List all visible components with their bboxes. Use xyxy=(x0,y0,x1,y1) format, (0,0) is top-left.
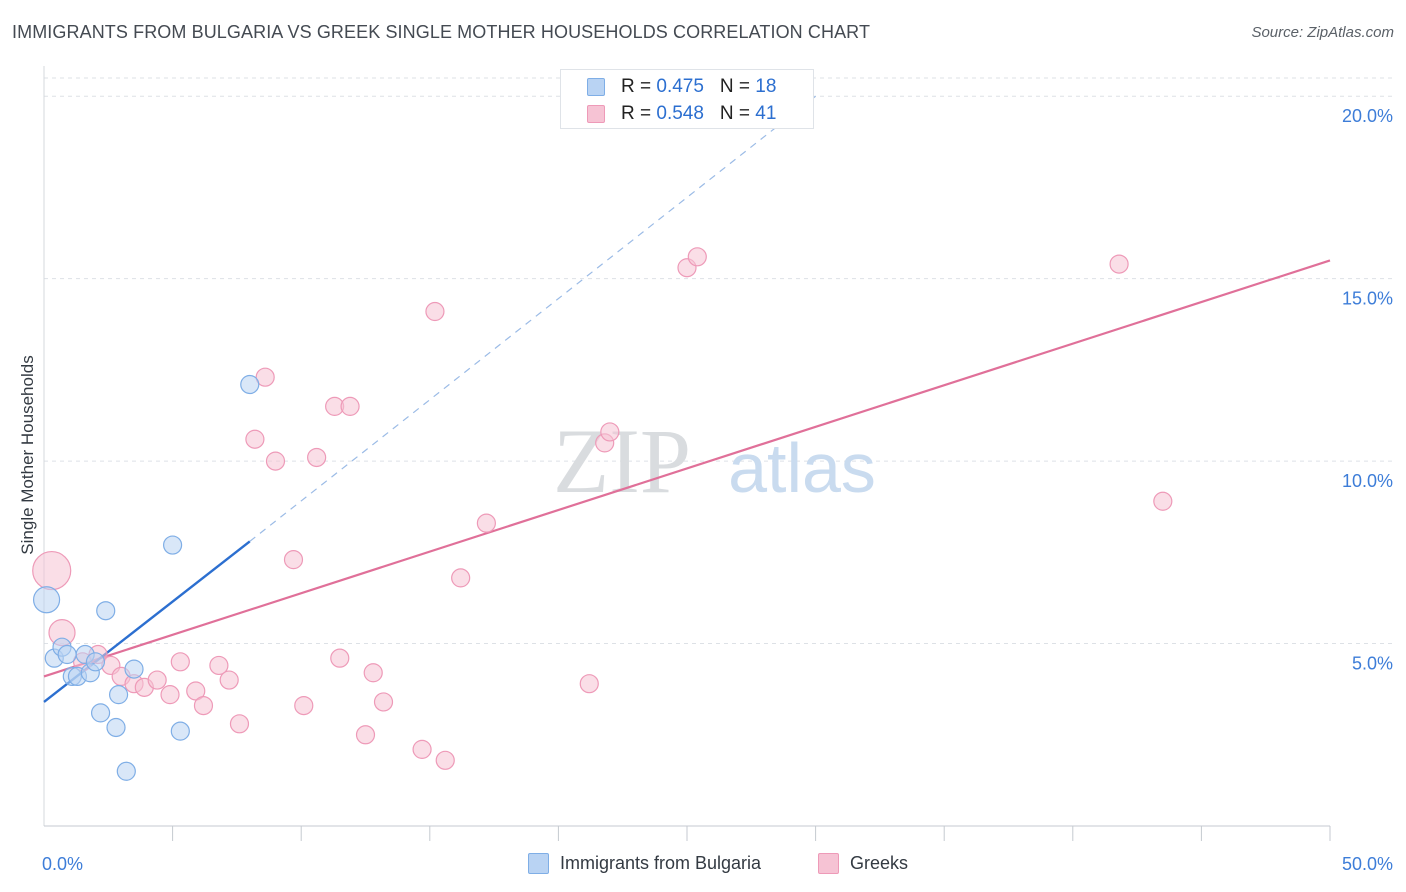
data-point-greeks xyxy=(255,367,275,387)
data-point-bulgaria xyxy=(57,644,77,665)
legend-r-value: 0.548 xyxy=(656,103,704,124)
data-point-greeks xyxy=(283,550,304,570)
data-point-greeks xyxy=(1109,254,1129,274)
data-point-greeks xyxy=(219,670,239,690)
data-point-bulgaria xyxy=(90,703,111,723)
data-point-greeks xyxy=(209,655,229,676)
correlation-legend: R = 0.475 N = 18 R = 0.548 N = 41 xyxy=(560,69,814,129)
data-point-greeks xyxy=(294,695,314,716)
trend-line-greeks xyxy=(43,259,1331,678)
data-point-greeks xyxy=(373,692,394,712)
legend-r-label: R = xyxy=(621,103,657,124)
data-point-greeks xyxy=(330,648,350,668)
watermark-zip: ZIP xyxy=(553,410,691,512)
legend-n-label: N = xyxy=(719,76,756,97)
data-point-bulgaria xyxy=(106,717,126,738)
data-point-greeks xyxy=(412,739,432,759)
data-point-greeks xyxy=(435,750,455,770)
y-tick-label: 20.0% xyxy=(1342,106,1393,126)
legend-swatch-pink xyxy=(587,105,605,123)
data-point-bulgaria xyxy=(32,586,61,614)
legend-r-label: R = xyxy=(621,76,657,97)
data-point-greeks xyxy=(32,550,72,591)
series-swatch-pink xyxy=(818,853,839,874)
series-label-greeks: Greeks xyxy=(850,853,909,873)
y-tick-label: 10.0% xyxy=(1342,471,1393,491)
data-point-greeks xyxy=(1153,491,1173,511)
x-tick-label: 0.0% xyxy=(42,854,83,874)
data-point-greeks xyxy=(425,301,445,322)
series-legend: Immigrants from Bulgaria Greeks xyxy=(0,852,1406,878)
data-point-greeks xyxy=(451,568,471,588)
data-point-greeks xyxy=(476,513,496,533)
data-point-bulgaria xyxy=(240,374,260,395)
legend-swatch-blue xyxy=(587,78,605,96)
data-point-greeks xyxy=(340,396,360,416)
legend-r-value: 0.475 xyxy=(656,76,704,97)
data-point-bulgaria xyxy=(96,601,116,621)
tick-labels: 5.0% 10.0% 15.0% 20.0% 0.0% 50.0% xyxy=(42,106,1393,874)
data-point-bulgaria xyxy=(170,721,190,741)
data-point-greeks xyxy=(160,685,180,705)
data-point-greeks xyxy=(579,674,599,694)
x-tick-label: 50.0% xyxy=(1342,854,1393,874)
legend-n-value: 41 xyxy=(755,103,777,124)
series-swatch-blue xyxy=(528,853,549,874)
data-points xyxy=(32,247,1173,781)
data-point-greeks xyxy=(229,714,250,734)
legend-n-label: N = xyxy=(719,103,756,124)
data-point-greeks xyxy=(265,451,286,471)
data-point-bulgaria xyxy=(116,761,136,781)
data-point-bulgaria xyxy=(163,535,183,555)
y-axis-title: Single Mother Households xyxy=(18,355,37,555)
trend-lines xyxy=(43,95,1331,703)
chart-title: IMMIGRANTS FROM BULGARIA VS GREEK SINGLE… xyxy=(12,22,871,42)
data-point-greeks xyxy=(355,725,376,745)
data-point-greeks xyxy=(687,247,707,267)
data-point-greeks xyxy=(600,422,620,442)
data-point-bulgaria xyxy=(85,652,106,672)
grid-lines xyxy=(44,77,1394,645)
data-point-greeks xyxy=(363,663,383,683)
data-point-bulgaria xyxy=(124,659,144,679)
source-label: Source: ZipAtlas.com xyxy=(1251,24,1394,41)
watermark: ZIP atlas xyxy=(553,410,876,512)
legend-n-value: 18 xyxy=(755,76,777,97)
data-point-bulgaria xyxy=(108,685,129,705)
data-point-greeks xyxy=(307,447,327,468)
data-point-greeks xyxy=(193,695,214,716)
y-tick-label: 5.0% xyxy=(1352,654,1393,674)
data-point-greeks xyxy=(245,429,265,449)
data-point-greeks xyxy=(170,652,190,672)
watermark-atlas: atlas xyxy=(728,429,876,507)
series-label-bulgaria: Immigrants from Bulgaria xyxy=(560,853,762,873)
trend-line-bulgaria-extended xyxy=(249,95,816,542)
y-tick-label: 15.0% xyxy=(1342,289,1393,309)
axes xyxy=(43,66,1331,841)
data-point-greeks xyxy=(147,670,167,690)
